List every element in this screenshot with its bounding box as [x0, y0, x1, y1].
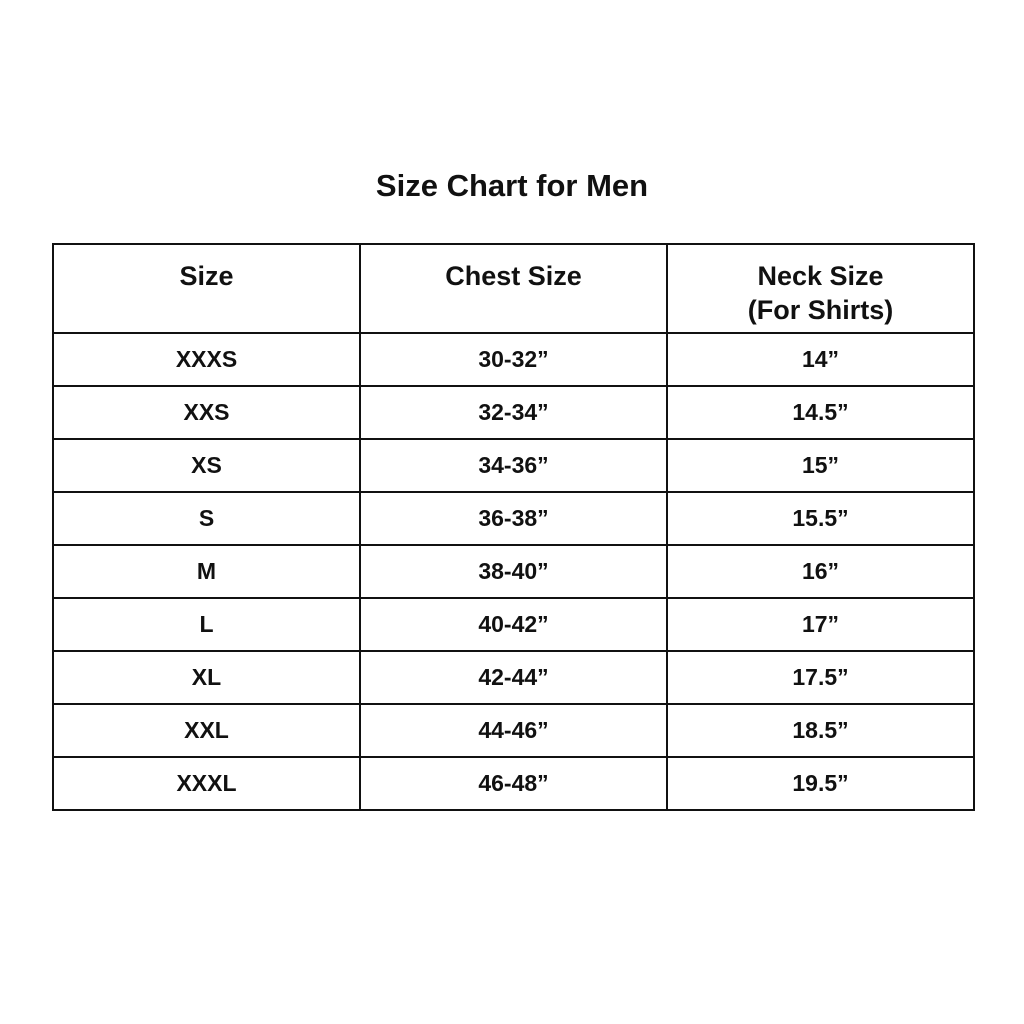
table-row: XXS 32-34” 14.5”: [52, 385, 975, 440]
cell-size: L: [52, 597, 361, 652]
table-row: S 36-38” 15.5”: [52, 491, 975, 546]
cell-chest-size: 38-40”: [359, 544, 668, 599]
cell-neck-size: 19.5”: [666, 756, 975, 811]
cell-size: XXXL: [52, 756, 361, 811]
cell-chest-size: 32-34”: [359, 385, 668, 440]
table-row: XL 42-44” 17.5”: [52, 650, 975, 705]
cell-neck-size: 14.5”: [666, 385, 975, 440]
cell-chest-size: 40-42”: [359, 597, 668, 652]
table-row: L 40-42” 17”: [52, 597, 975, 652]
cell-size: XXS: [52, 385, 361, 440]
page-title: Size Chart for Men: [375, 168, 649, 203]
cell-size: S: [52, 491, 361, 546]
cell-size: XS: [52, 438, 361, 493]
table-row: XXXL 46-48” 19.5”: [52, 756, 975, 811]
header-neck-size-note: (For Shirts): [747, 295, 894, 325]
table-row: XXXS 30-32” 14”: [52, 332, 975, 387]
table-row: XXL 44-46” 18.5”: [52, 703, 975, 758]
cell-size: XXXS: [52, 332, 361, 387]
size-table: Size Chest Size Neck Size (For Shirts) XX…: [52, 243, 975, 811]
cell-neck-size: 14”: [666, 332, 975, 387]
header-neck-size-label: Neck Size: [757, 261, 884, 291]
header-chest-size: Chest Size: [359, 243, 668, 334]
table-row: XS 34-36” 15”: [52, 438, 975, 493]
cell-neck-size: 17.5”: [666, 650, 975, 705]
cell-size: XXL: [52, 703, 361, 758]
header-row: Size Chest Size Neck Size (For Shirts): [52, 243, 975, 334]
table-row: M 38-40” 16”: [52, 544, 975, 599]
cell-size: M: [52, 544, 361, 599]
header-neck-size: Neck Size (For Shirts): [666, 243, 975, 334]
cell-chest-size: 42-44”: [359, 650, 668, 705]
cell-chest-size: 46-48”: [359, 756, 668, 811]
cell-neck-size: 18.5”: [666, 703, 975, 758]
cell-neck-size: 15”: [666, 438, 975, 493]
cell-chest-size: 30-32”: [359, 332, 668, 387]
cell-neck-size: 15.5”: [666, 491, 975, 546]
cell-neck-size: 16”: [666, 544, 975, 599]
cell-size: XL: [52, 650, 361, 705]
header-size: Size: [52, 243, 361, 334]
cell-chest-size: 44-46”: [359, 703, 668, 758]
cell-neck-size: 17”: [666, 597, 975, 652]
cell-chest-size: 36-38”: [359, 491, 668, 546]
cell-chest-size: 34-36”: [359, 438, 668, 493]
